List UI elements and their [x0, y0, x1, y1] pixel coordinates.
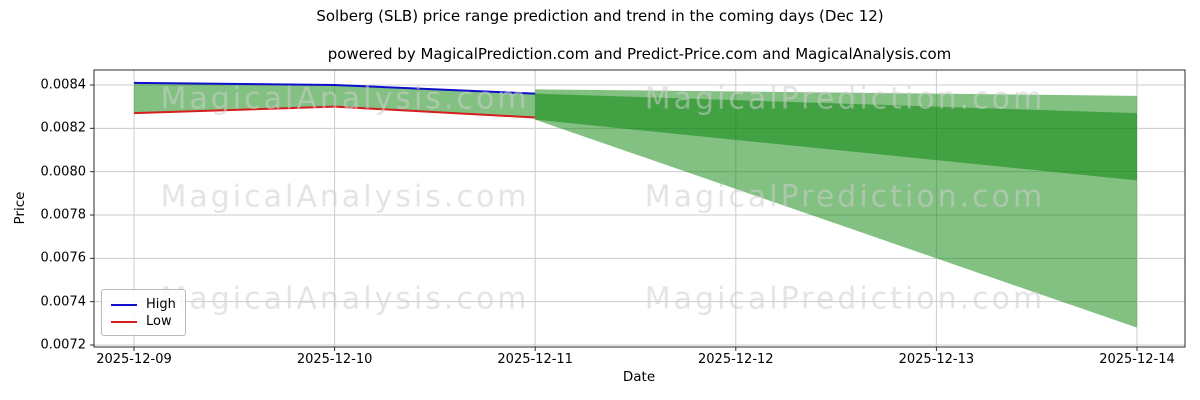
legend-item-high: High — [111, 296, 176, 313]
history-range-band — [134, 82, 536, 118]
figure-title: Solberg (SLB) price range prediction and… — [316, 7, 884, 25]
legend-label: High — [146, 297, 176, 312]
x-tick-label: 2025-12-14 — [1099, 352, 1175, 367]
y-tick-label: 0.0074 — [40, 294, 87, 310]
legend-line-sample — [111, 320, 137, 323]
y-tick-label: 0.0082 — [40, 120, 87, 136]
legend-line-sample — [111, 303, 137, 306]
forecast-range-inner-band — [535, 93, 1137, 181]
x-axis-label: Date — [622, 369, 656, 385]
x-tick-label: 2025-12-09 — [96, 352, 172, 367]
y-tick-label: 0.0084 — [40, 77, 87, 93]
legend: High Low — [101, 289, 186, 336]
y-tick-label: 0.0072 — [40, 337, 87, 353]
legend-label: Low — [146, 314, 172, 329]
low-line — [133, 105, 536, 119]
x-tick-label: 2025-12-11 — [497, 352, 573, 367]
legend-item-low: Low — [111, 313, 176, 330]
x-tick-label: 2025-12-10 — [296, 352, 373, 367]
x-tick-label: 2025-12-12 — [698, 352, 774, 367]
x-tick-label: 2025-12-13 — [898, 352, 975, 367]
axes-title: powered by MagicalPrediction.com and Pre… — [327, 45, 952, 63]
axes-spines — [93, 69, 1186, 348]
forecast-range-outer-band — [535, 89, 1137, 328]
y-tick-label: 0.0078 — [40, 207, 87, 223]
high-line — [133, 81, 536, 95]
y-tick-label: 0.0076 — [40, 250, 87, 266]
y-axis-label: Price — [12, 191, 28, 225]
y-tick-label: 0.0080 — [40, 164, 87, 180]
